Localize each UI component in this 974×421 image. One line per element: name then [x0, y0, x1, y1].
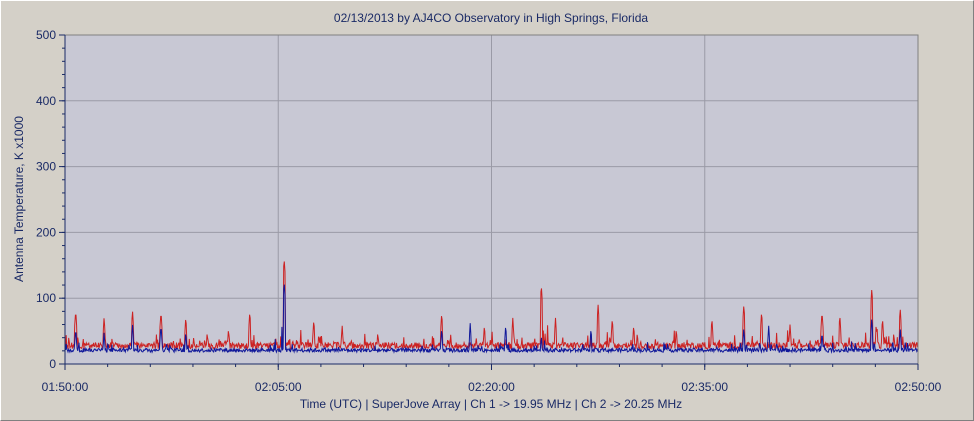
series-layer — [64, 261, 919, 354]
series-line-2 — [65, 284, 919, 354]
y-tick-label: 500 — [36, 28, 56, 42]
x-tick-label: 02:35:00 — [681, 380, 728, 394]
x-tick-label: 02:20:00 — [468, 380, 515, 394]
y-tick-label: 0 — [49, 357, 56, 371]
chart-title: 02/13/2013 by AJ4CO Observatory in High … — [334, 11, 648, 25]
y-tick-label: 200 — [36, 225, 56, 239]
x-axis: 01:50:00 02:05:00 02:20:00 02:35:00 02:50:00 — [42, 363, 942, 394]
y-tick-label: 400 — [36, 94, 56, 108]
y-axis-title: Antenna Temperature, K x1000 — [12, 116, 26, 282]
x-tick-label: 02:50:00 — [895, 380, 942, 394]
y-tick-label: 300 — [36, 160, 56, 174]
x-tick-label: 02:05:00 — [255, 380, 302, 394]
x-axis-title: Time (UTC) | SuperJove Array | Ch 1 -> 1… — [300, 397, 682, 411]
y-axis: 0 100 200 300 400 500 — [36, 28, 66, 371]
series-line-1 — [64, 261, 919, 351]
y-tick-label: 100 — [36, 291, 56, 305]
x-tick-label: 01:50:00 — [42, 380, 89, 394]
